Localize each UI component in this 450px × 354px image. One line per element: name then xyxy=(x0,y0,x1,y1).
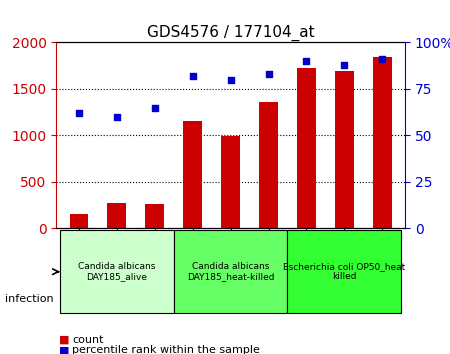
FancyBboxPatch shape xyxy=(60,230,174,313)
Bar xyxy=(145,204,164,228)
Text: Escherichia coli OP50_heat
killed: Escherichia coli OP50_heat killed xyxy=(283,262,405,281)
Bar xyxy=(183,121,202,228)
Text: ■: ■ xyxy=(58,335,69,345)
Point xyxy=(113,114,121,120)
Point xyxy=(189,73,196,79)
Text: count: count xyxy=(72,335,104,345)
Bar xyxy=(108,203,126,228)
Point xyxy=(265,71,272,77)
Point xyxy=(151,105,158,110)
Text: percentile rank within the sample: percentile rank within the sample xyxy=(72,346,260,354)
Bar xyxy=(335,71,354,228)
Bar xyxy=(69,215,89,228)
Text: Candida albicans
DAY185_alive: Candida albicans DAY185_alive xyxy=(78,262,156,281)
Point xyxy=(76,110,83,116)
Title: GDS4576 / 177104_at: GDS4576 / 177104_at xyxy=(147,25,315,41)
FancyBboxPatch shape xyxy=(174,230,288,313)
Point xyxy=(341,62,348,68)
Point xyxy=(303,58,310,64)
Bar xyxy=(221,136,240,228)
Bar xyxy=(297,69,316,228)
Bar xyxy=(259,102,278,228)
Text: infection: infection xyxy=(4,294,53,304)
Point xyxy=(378,56,386,62)
Bar xyxy=(373,57,392,228)
Text: Candida albicans
DAY185_heat-killed: Candida albicans DAY185_heat-killed xyxy=(187,262,274,281)
Text: ■: ■ xyxy=(58,346,69,354)
FancyBboxPatch shape xyxy=(288,230,401,313)
Point xyxy=(227,77,234,82)
